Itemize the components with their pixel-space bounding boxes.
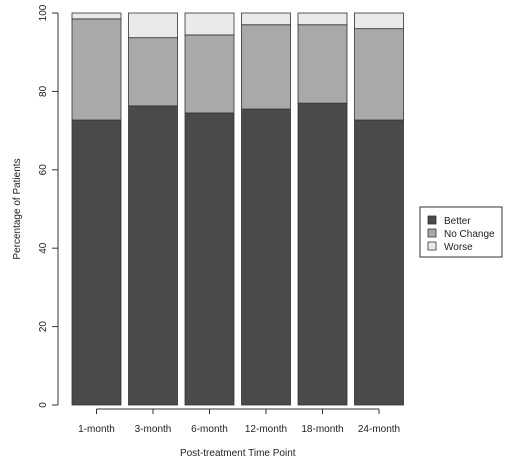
bar-12-month-worse [241,12,291,26]
bar-12-month-better [241,108,291,406]
y-tick-label: 80 [38,85,49,97]
bar-6-month-worse [184,12,235,36]
y-axis: 0 20 40 60 80 100 [38,4,59,408]
x-tick-label: 1-month [78,424,115,435]
bar-3-month-worse [128,12,178,39]
legend-label: Worse [444,242,473,253]
bar-18-month-worse [297,12,348,26]
x-tick-label: 12-month [245,424,287,435]
y-axis-label: Percentage of Patients [12,158,23,259]
bar-24-month-no-change [354,28,404,121]
legend: Better No Change Worse [419,206,503,258]
x-axis-label: Post-treatment Time Point [180,448,296,459]
y-tick-label: 20 [38,321,49,333]
y-tick-label: 60 [38,164,49,176]
bar-18-month-better [297,102,348,406]
legend-swatch [427,228,437,238]
y-tick-label: 0 [38,402,49,408]
bar-3-month-better [128,105,178,406]
x-tick-label: 24-month [358,424,400,435]
bars [71,12,404,406]
bar-24-month-better [354,119,404,406]
legend-label: Better [444,216,471,227]
bar-1-month-better [71,119,122,406]
legend-swatch [427,215,437,225]
bar-24-month-worse [354,12,404,30]
y-tick-label: 100 [38,4,49,21]
legend-label: No Change [444,229,495,240]
bar-6-month-no-change [184,34,235,114]
x-tick-label: 3-month [135,424,172,435]
x-axis: 1-month 3-month 6-month 12-month 18-month 24-… [78,408,400,435]
y-tick-label: 40 [38,242,49,254]
bar-6-month-better [184,112,235,406]
bar-12-month-no-change [241,24,291,110]
bar-1-month-no-change [71,18,122,121]
bar-18-month-no-change [297,24,348,104]
bar-1-month-worse [71,12,122,20]
x-tick-label: 6-month [191,424,228,435]
x-tick-label: 18-month [301,424,343,435]
bar-3-month-no-change [128,37,178,107]
legend-swatch [427,241,437,251]
